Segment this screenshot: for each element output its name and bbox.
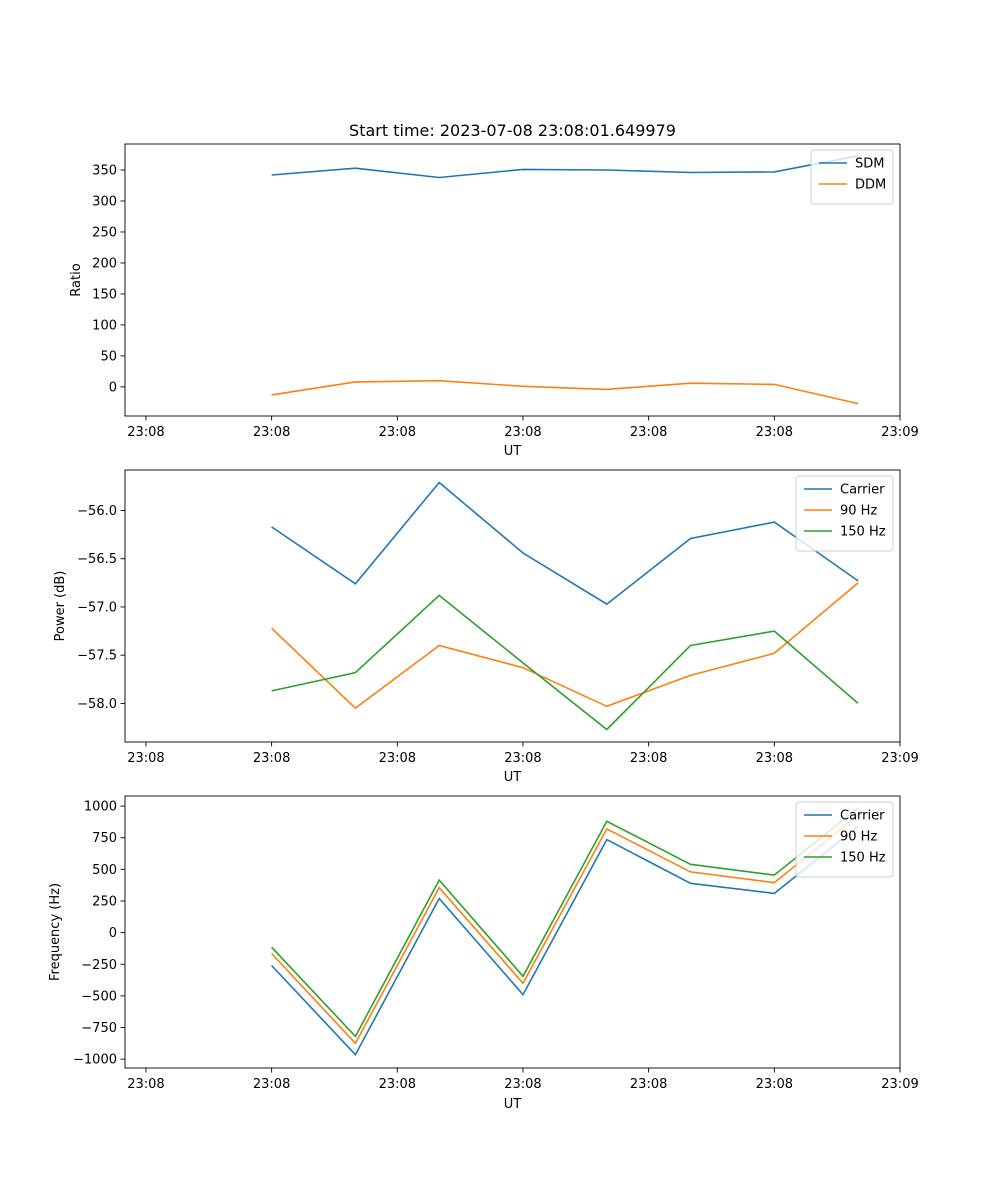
- power-y-axis-label: Power (dB): [53, 571, 68, 642]
- power-legend-box: [795, 475, 894, 552]
- power-y-tick-label: −56.5: [77, 552, 117, 567]
- power-series-90-hz-line: [271, 582, 859, 710]
- ratio-x-tick-label: 23:08: [504, 425, 541, 440]
- ratio-legend-label: SDM: [855, 157, 884, 172]
- power-x-tick-label: 23:08: [756, 751, 793, 766]
- ratio-y-tick-label: 200: [92, 256, 117, 271]
- chart-title: Start time: 2023-07-08 23:08:01.649979: [349, 121, 676, 140]
- frequency-x-tick-label: 23:08: [253, 1077, 290, 1092]
- power-legend-label: 150 Hz: [840, 525, 886, 540]
- ratio-x-axis-label: UT: [504, 444, 522, 459]
- frequency-x-tick-label: 23:08: [127, 1077, 164, 1092]
- ratio-x-tick-label: 23:08: [756, 425, 793, 440]
- power-y-tick-label: −58.0: [77, 697, 117, 712]
- power-y-tick-label: −56.0: [77, 504, 117, 519]
- ratio-y-tick-label: 150: [92, 287, 117, 302]
- ratio-series-ddm-line: [271, 379, 859, 405]
- frequency-x-axis-label: UT: [504, 1097, 522, 1112]
- ratio-y-axis-label: Ratio: [69, 263, 84, 296]
- power-legend: Carrier 90 Hz 150 Hz: [795, 475, 894, 552]
- frequency-y-tick-label: 750: [92, 831, 117, 846]
- ratio-y-tick-label: 50: [100, 349, 117, 364]
- ratio-legend-label: DDM: [855, 178, 886, 193]
- frequency-x-tick-label: 23:08: [379, 1077, 416, 1092]
- frequency-legend-label: 150 Hz: [840, 851, 886, 866]
- ratio-x-tick-label: 23:08: [379, 425, 416, 440]
- power-x-tick-label: 23:08: [253, 751, 290, 766]
- ratio-legend: SDM DDM: [810, 149, 894, 205]
- power-x-axis-label: UT: [504, 770, 522, 785]
- frequency-legend-label: 90 Hz: [840, 830, 877, 845]
- ratio-y-tick-label: 300: [92, 195, 117, 210]
- ratio-x-tick-label: 23:08: [253, 425, 290, 440]
- ratio-x-tick-label: 23:08: [630, 425, 667, 440]
- power-chart: 23:08 23:08 23:08 23:08 23:08 23:08 23:09 −58.0…: [53, 469, 919, 785]
- frequency-y-tick-label: −750: [81, 1021, 117, 1036]
- frequency-x-tick-label: 23:08: [630, 1077, 667, 1092]
- power-y-tick-label: −57.5: [77, 649, 117, 664]
- ratio-axes: 23:08 23:08 23:08 23:08 23:08 23:08 23:09 0 50 10…: [92, 143, 919, 440]
- ratio-plot-frame: [124, 143, 901, 417]
- frequency-x-tick-label: 23:09: [881, 1077, 918, 1092]
- frequency-y-tick-label: 0: [109, 926, 117, 941]
- power-y-tick-label: −57.0: [77, 600, 117, 615]
- power-series-carrier-line: [271, 481, 859, 606]
- frequency-series-150-hz-line: [271, 807, 859, 1038]
- power-x-tick-label: 23:08: [630, 751, 667, 766]
- power-x-tick-label: 23:08: [379, 751, 416, 766]
- ratio-y-tick-label: 100: [92, 318, 117, 333]
- frequency-y-tick-label: 250: [92, 895, 117, 910]
- frequency-axes: 23:08 23:08 23:08 23:08 23:08 23:08 23:09 −1000…: [73, 795, 919, 1092]
- power-plot-frame: [124, 469, 901, 743]
- power-legend-label: Carrier: [840, 483, 885, 498]
- ratio-x-tick-label: 23:09: [881, 425, 918, 440]
- frequency-x-tick-label: 23:08: [504, 1077, 541, 1092]
- frequency-y-tick-label: −250: [81, 958, 117, 973]
- frequency-legend: Carrier 90 Hz 150 Hz: [795, 801, 894, 878]
- ratio-y-tick-label: 350: [92, 164, 117, 179]
- ratio-series-sdm-line: [271, 155, 859, 179]
- power-legend-label: 90 Hz: [840, 504, 877, 519]
- ratio-y-tick-label: 250: [92, 225, 117, 240]
- frequency-y-tick-label: −1000: [73, 1053, 117, 1068]
- frequency-legend-box: [795, 801, 894, 878]
- power-x-tick-label: 23:09: [881, 751, 918, 766]
- power-x-tick-label: 23:08: [127, 751, 164, 766]
- power-series-150-hz-line: [271, 594, 859, 731]
- frequency-plot-frame: [124, 795, 901, 1069]
- power-axes: 23:08 23:08 23:08 23:08 23:08 23:08 23:09 −58.0…: [77, 469, 919, 766]
- power-x-tick-label: 23:08: [504, 751, 541, 766]
- frequency-chart: 23:08 23:08 23:08 23:08 23:08 23:08 23:09 −1000…: [48, 795, 919, 1112]
- ratio-y-tick-label: 0: [109, 380, 117, 395]
- frequency-y-axis-label: Frequency (Hz): [48, 883, 63, 981]
- ratio-chart: Start time: 2023-07-08 23:08:01.649979 2…: [69, 121, 919, 459]
- ratio-x-tick-label: 23:08: [127, 425, 164, 440]
- frequency-series-carrier-line: [271, 825, 859, 1057]
- frequency-x-tick-label: 23:08: [756, 1077, 793, 1092]
- frequency-y-tick-label: 1000: [84, 800, 117, 815]
- frequency-legend-label: Carrier: [840, 809, 885, 824]
- frequency-y-tick-label: −500: [81, 989, 117, 1004]
- power-series-layer: [271, 481, 859, 731]
- frequency-y-tick-label: 500: [92, 863, 117, 878]
- ratio-series-layer: [271, 155, 859, 405]
- frequency-series-90-hz-line: [271, 814, 859, 1045]
- frequency-series-layer: [271, 807, 859, 1057]
